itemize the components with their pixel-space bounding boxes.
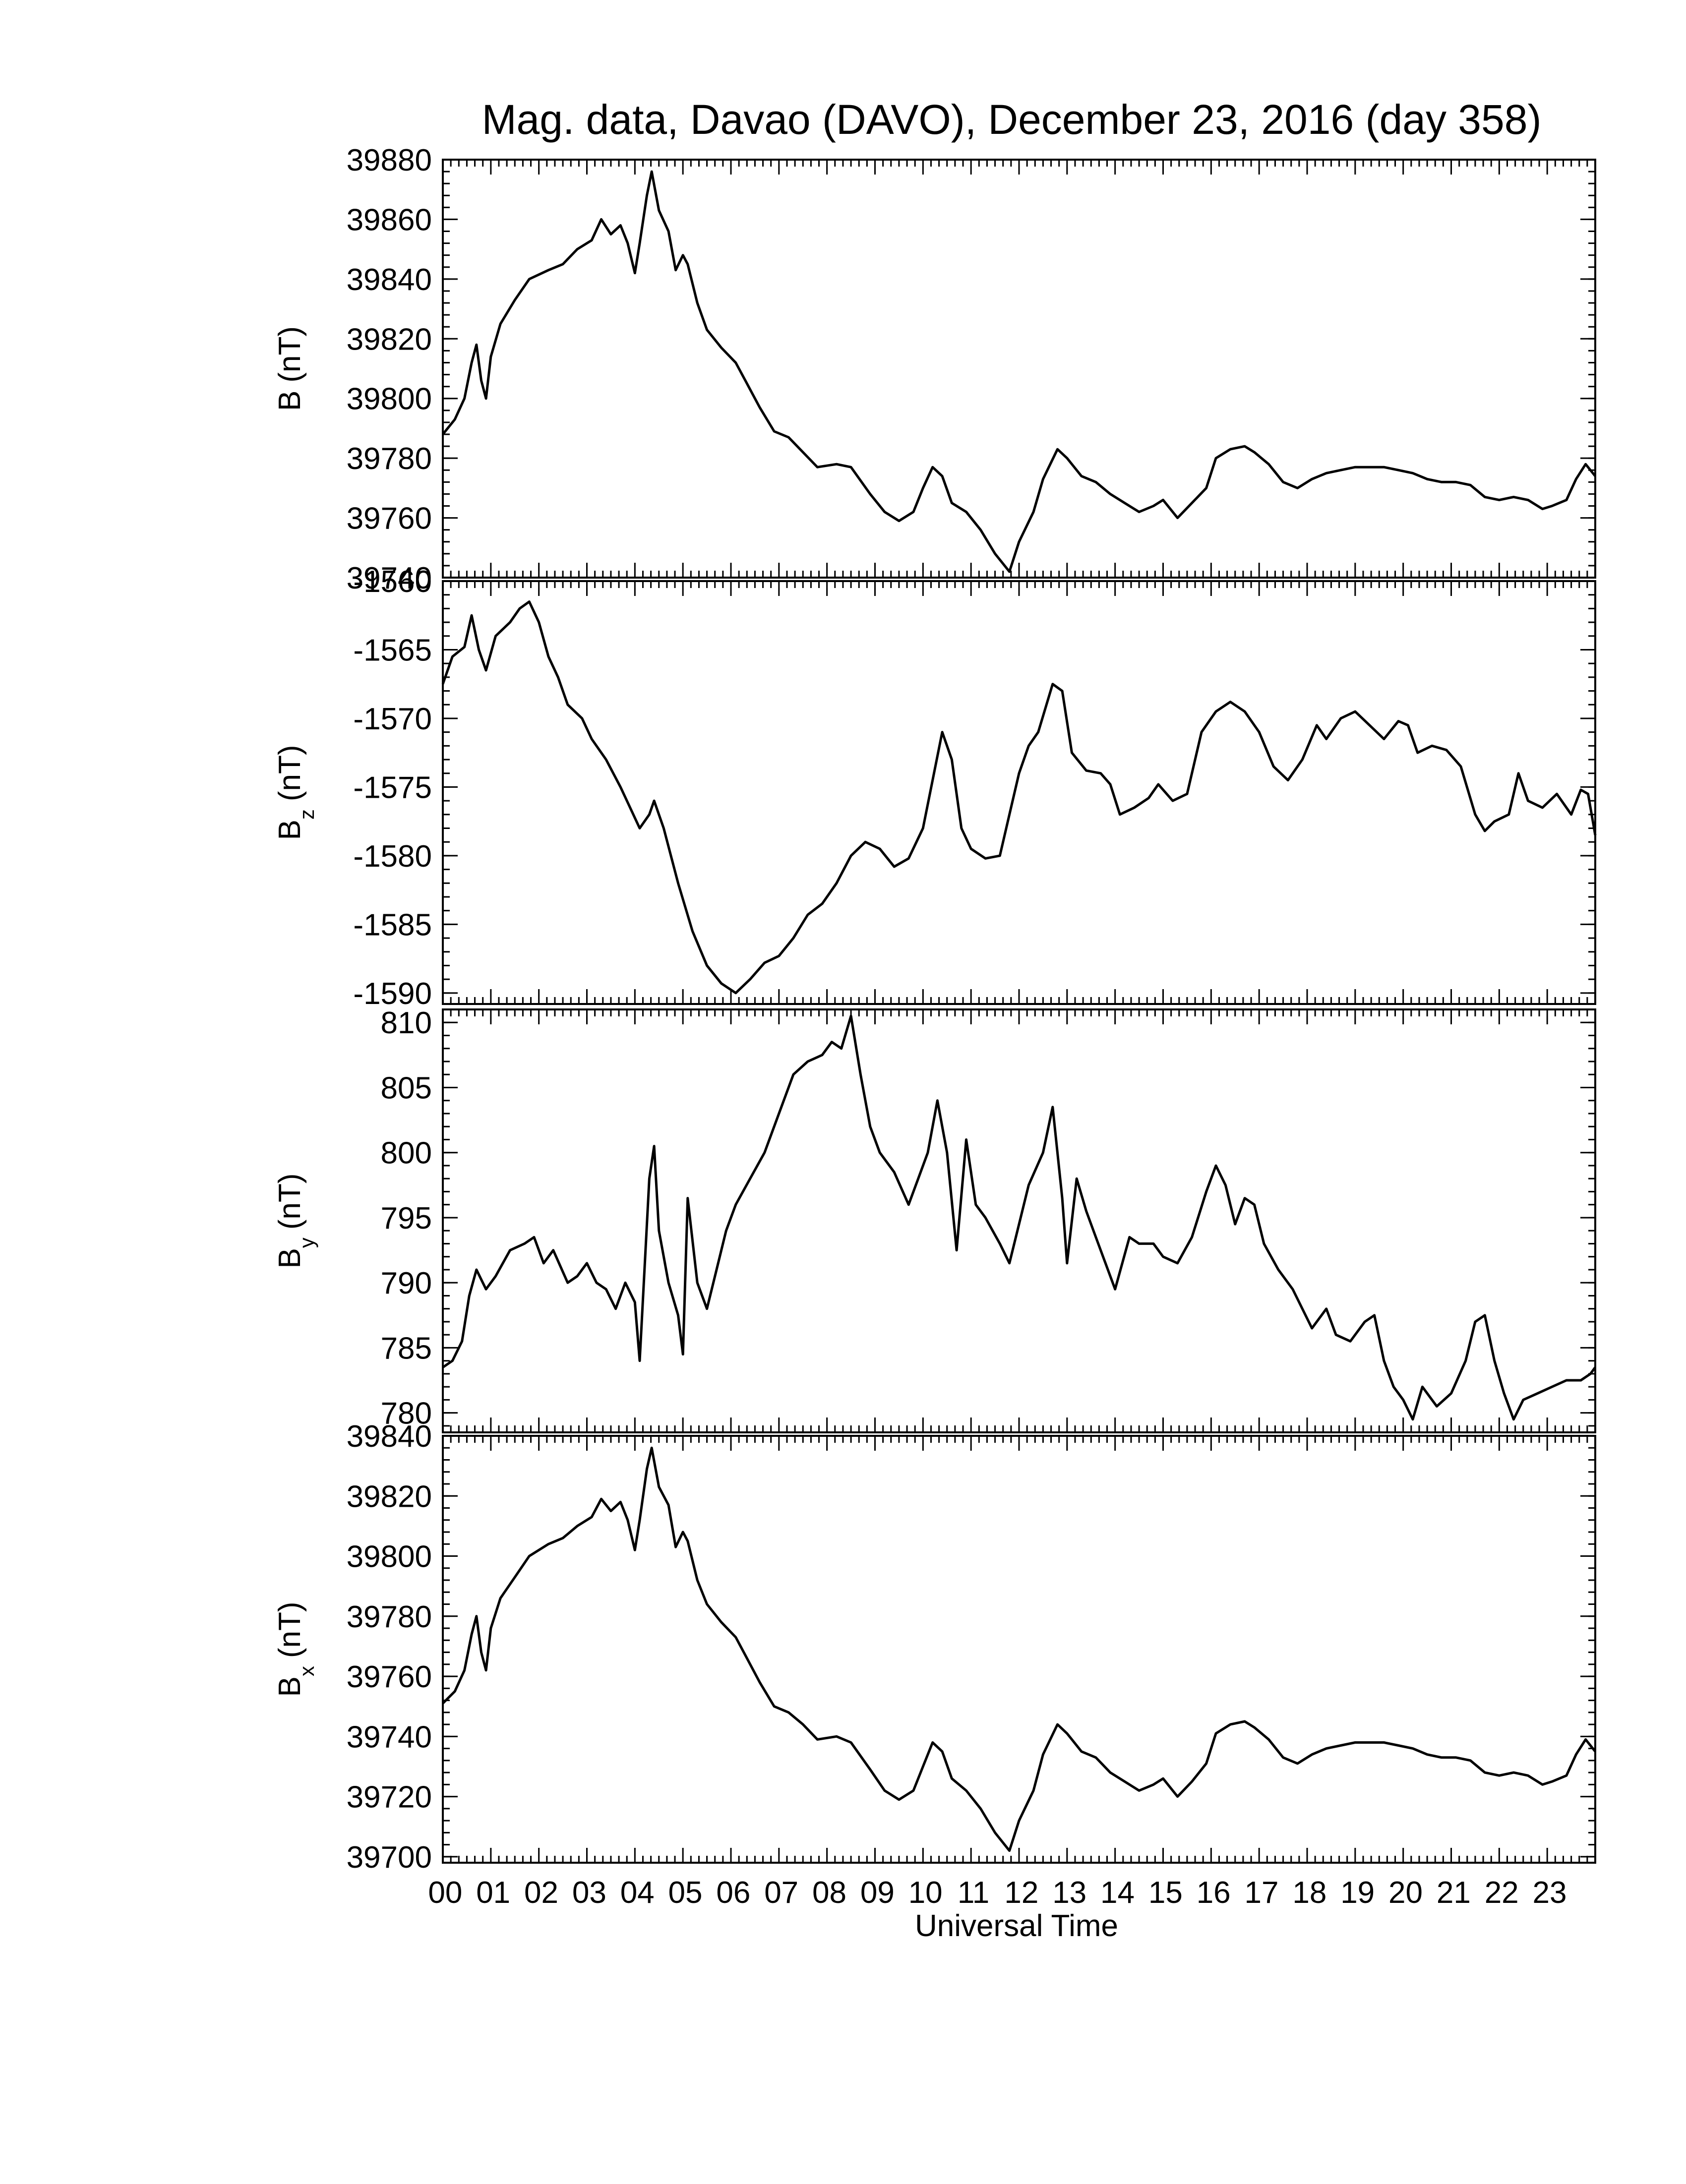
y-tick-label: 39740 [347,1720,432,1754]
y-tick-label: 39860 [347,203,432,237]
y-axis-label-unit: (nT) [273,745,307,801]
y-axis-label: Bx (nT) [273,1601,318,1697]
x-tick-label: 19 [1340,1876,1375,1910]
series-line-by [442,1014,1597,1421]
x-tick-label: 09 [860,1876,895,1910]
y-tick-label: 39700 [347,1840,432,1875]
x-tick-label: 01 [476,1876,510,1910]
y-axis-label: Bz (nT) [273,745,318,840]
y-tick-label: 780 [381,1397,432,1431]
y-tick-label: -1590 [353,977,432,1011]
panel-bx: 39700 39720 39740 39760 39780 39800 39820 39840… [273,1419,1596,1875]
y-axis-label: By (nT) [273,1173,318,1268]
panel-bz: -1590 -1585 -1580 -1575 -1570 -1565 -1560 Bz (nT… [273,565,1597,1011]
x-tick-label: 17 [1245,1876,1279,1910]
x-tick-label: 02 [524,1876,558,1910]
y-tick-label: 39740 [347,561,432,595]
x-tick-label: 11 [958,1876,989,1910]
x-tick-label: 00 [428,1876,462,1910]
x-tick-label: 07 [764,1876,798,1910]
series-line-bx [442,1446,1596,1852]
y-axis-label-unit: (nT) [273,1173,307,1230]
y-tick-label: 790 [381,1266,432,1300]
y-axis-label-subscript: y [295,1238,318,1248]
y-axis-label-subscript: z [295,809,318,820]
x-tick-label: 15 [1148,1876,1183,1910]
panel-by: 780 785 790 795 800 805 810 By (nT) [273,1006,1597,1433]
y-tick-label: 39820 [347,322,432,356]
y-tick-label: 39880 [347,143,432,177]
x-tick-label: 04 [620,1876,655,1910]
x-tick-label: 05 [668,1876,703,1910]
y-tick-label: 805 [381,1071,432,1105]
x-tick-label: 10 [908,1876,943,1910]
y-tick-label: -1560 [353,565,432,599]
x-tick-labels: 00 01 02 03 04 05 06 07 08 09 10 11 12 13 14 15 16 17 18 19… [428,1876,1566,1910]
y-tick-label: 39760 [347,502,432,536]
y-tick-label: -1575 [353,770,432,805]
x-tick-label: 14 [1100,1876,1135,1910]
chart-title: Mag. data, Davao (DAVO), December 23, 20… [482,96,1542,143]
x-tick-label: 23 [1533,1876,1567,1910]
x-tick-label: 18 [1292,1876,1326,1910]
y-tick-label: 810 [381,1006,432,1040]
y-tick-label: -1580 [353,839,432,874]
y-tick-label: -1565 [353,633,432,667]
series-line-bz [441,600,1597,995]
x-tick-label: 13 [1052,1876,1086,1910]
x-tick-label: 21 [1437,1876,1471,1910]
x-tick-label: 20 [1388,1876,1423,1910]
y-tick-label: 39820 [347,1479,432,1514]
panels-layer: 39740 39760 39780 39800 39820 39840 39860 39880… [273,143,1597,1910]
x-tick-label: 03 [572,1876,606,1910]
y-tick-label: 795 [381,1201,432,1236]
y-tick-label: 39840 [347,1419,432,1454]
y-axis-label-subscript: x [295,1666,318,1676]
x-tick-label: 08 [812,1876,846,1910]
y-tick-label: 39840 [347,263,432,297]
y-tick-label: 39800 [347,382,432,416]
y-axis-label-main: B [273,391,307,411]
y-tick-label: 39760 [347,1660,432,1694]
y-axis-label-main: B [273,820,307,840]
y-tick-label: 39800 [347,1540,432,1574]
y-tick-label: -1570 [353,702,432,736]
y-tick-label: 39780 [347,1600,432,1634]
y-tick-label: 39780 [347,442,432,476]
y-axis-label-unit: (nT) [273,1601,307,1658]
y-tick-label: -1585 [353,908,432,942]
x-tick-label: 12 [1004,1876,1038,1910]
y-axis-label-main: B [273,1248,307,1268]
x-tick-label: 16 [1197,1876,1231,1910]
y-axis-label-main: B [273,1676,307,1697]
x-axis-label: Universal Time [915,1909,1118,1943]
y-tick-label: 785 [381,1331,432,1365]
series-line-b [442,170,1596,573]
y-tick-label: 800 [381,1136,432,1171]
x-tick-label: 06 [716,1876,750,1910]
x-tick-label: 22 [1485,1876,1519,1910]
y-axis-label: B (nT) [273,326,307,411]
y-tick-label: 39720 [347,1780,432,1815]
panel-b: 39740 39760 39780 39800 39820 39840 39860 39880… [273,143,1596,595]
y-axis-label-unit: (nT) [273,326,307,383]
